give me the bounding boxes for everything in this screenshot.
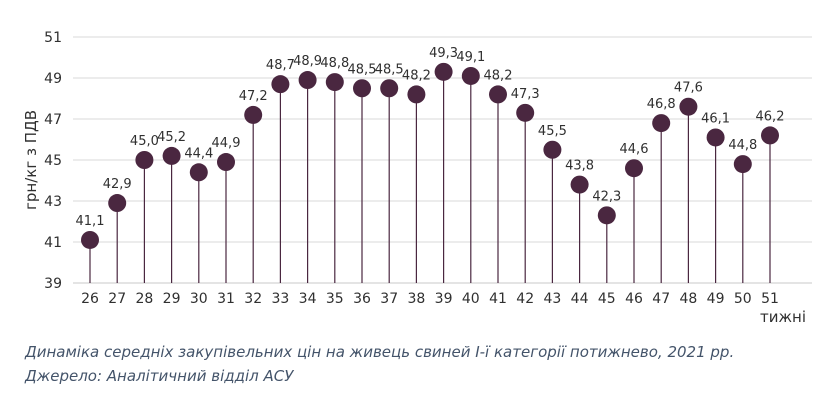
x-tick-label: 34 xyxy=(299,291,317,307)
x-tick-label: 31 xyxy=(217,291,235,307)
data-point xyxy=(189,163,208,182)
data-point-label: 48,9 xyxy=(293,54,322,69)
data-point-label: 47,6 xyxy=(674,81,703,96)
data-point xyxy=(325,73,344,92)
caption-source: Джерело: Аналітичний відділ АСУ xyxy=(25,367,294,385)
x-tick-label: 27 xyxy=(108,291,126,307)
x-tick-label: 36 xyxy=(353,291,371,307)
data-point-label: 41,1 xyxy=(76,214,105,229)
x-tick-label: 50 xyxy=(734,291,752,307)
y-tick-label: 43 xyxy=(44,194,62,210)
x-tick-label: 45 xyxy=(598,291,616,307)
data-point-label: 47,2 xyxy=(239,89,268,104)
x-tick-label: 44 xyxy=(571,291,589,307)
data-point-label: 48,2 xyxy=(484,68,513,83)
y-tick-label: 51 xyxy=(44,30,62,46)
x-tick-label: 32 xyxy=(244,291,262,307)
y-tick-label: 39 xyxy=(44,276,62,292)
data-point-label: 45,5 xyxy=(538,124,567,139)
data-point-label: 44,9 xyxy=(212,136,241,151)
data-point-label: 48,2 xyxy=(402,68,431,83)
x-tick-label: 48 xyxy=(679,291,697,307)
data-point xyxy=(271,75,290,94)
chart-area: 39 41 43 45 47 49 51 41,1 26 42,9 27 45,0 28 45,2 29 44… xyxy=(22,30,812,326)
x-tick-label: 41 xyxy=(489,291,507,307)
data-point-label: 49,1 xyxy=(456,50,485,65)
x-tick-label: 29 xyxy=(163,291,181,307)
x-tick-label: 51 xyxy=(761,291,779,307)
x-tick-label: 33 xyxy=(271,291,289,307)
data-point xyxy=(380,79,399,98)
data-point-label: 46,8 xyxy=(647,97,676,112)
data-point xyxy=(570,175,589,194)
x-tick-label: 26 xyxy=(81,291,99,307)
data-point-label: 48,5 xyxy=(348,62,377,77)
data-point xyxy=(489,85,507,104)
data-point-label: 44,6 xyxy=(620,142,649,157)
data-point xyxy=(135,151,154,169)
data-point xyxy=(81,230,99,249)
y-tick-label: 41 xyxy=(44,235,62,251)
x-tick-label: 38 xyxy=(407,291,425,307)
x-tick-label: 47 xyxy=(652,291,670,307)
data-point xyxy=(407,85,426,104)
data-point xyxy=(516,103,535,122)
data-point xyxy=(543,140,562,159)
x-tick-label: 30 xyxy=(190,291,208,307)
y-tick-label: 49 xyxy=(44,71,62,87)
caption-title: Динаміка середніх закупівельних цін на ж… xyxy=(25,343,735,361)
data-point xyxy=(298,71,317,90)
data-point-label: 46,2 xyxy=(756,109,785,124)
data-point-label: 48,7 xyxy=(266,58,295,73)
x-tick-label: 46 xyxy=(625,291,643,307)
data-point-label: 45,2 xyxy=(157,130,186,145)
chart-caption: Динаміка середніх закупівельних цін на ж… xyxy=(25,340,734,388)
y-tick-label: 47 xyxy=(44,112,62,128)
data-point xyxy=(108,194,127,213)
data-point xyxy=(761,126,779,145)
x-tick-label: 35 xyxy=(326,291,344,307)
data-point xyxy=(353,79,371,98)
data-point xyxy=(162,146,181,165)
x-tick-label: 49 xyxy=(707,291,725,307)
data-point-label: 48,5 xyxy=(375,62,404,77)
data-point-label: 44,8 xyxy=(728,138,757,153)
data-point xyxy=(434,62,453,81)
data-point xyxy=(652,114,671,133)
data-point xyxy=(217,153,235,172)
data-point xyxy=(244,105,263,124)
data-point-label: 42,3 xyxy=(592,189,621,204)
data-point xyxy=(706,128,725,147)
x-axis-title: тижні xyxy=(760,308,806,326)
x-tick-label: 40 xyxy=(462,291,480,307)
x-tick-label: 42 xyxy=(516,291,534,307)
data-point xyxy=(679,97,698,116)
data-point xyxy=(461,66,480,85)
data-point xyxy=(597,206,616,225)
y-axis-title: грн/кг з ПДВ xyxy=(22,110,40,210)
lollipop-chart: 39 41 43 45 47 49 51 41,1 26 42,9 27 45,0 28 45,2 29 44… xyxy=(22,30,812,326)
data-point-label: 44,4 xyxy=(184,146,213,161)
x-tick-label: 37 xyxy=(380,291,398,307)
data-point-label: 46,1 xyxy=(701,111,730,126)
data-point xyxy=(625,159,643,178)
data-point-label: 45,0 xyxy=(130,134,159,149)
data-point xyxy=(733,155,752,174)
data-point-label: 49,3 xyxy=(429,46,458,61)
data-point-label: 43,8 xyxy=(565,159,594,174)
x-tick-label: 28 xyxy=(135,291,153,307)
data-point-label: 48,8 xyxy=(320,56,349,71)
x-tick-label: 43 xyxy=(543,291,561,307)
y-tick-label: 45 xyxy=(44,153,62,169)
x-tick-label: 39 xyxy=(435,291,453,307)
data-point-label: 42,9 xyxy=(103,177,132,192)
data-point-label: 47,3 xyxy=(511,87,540,102)
